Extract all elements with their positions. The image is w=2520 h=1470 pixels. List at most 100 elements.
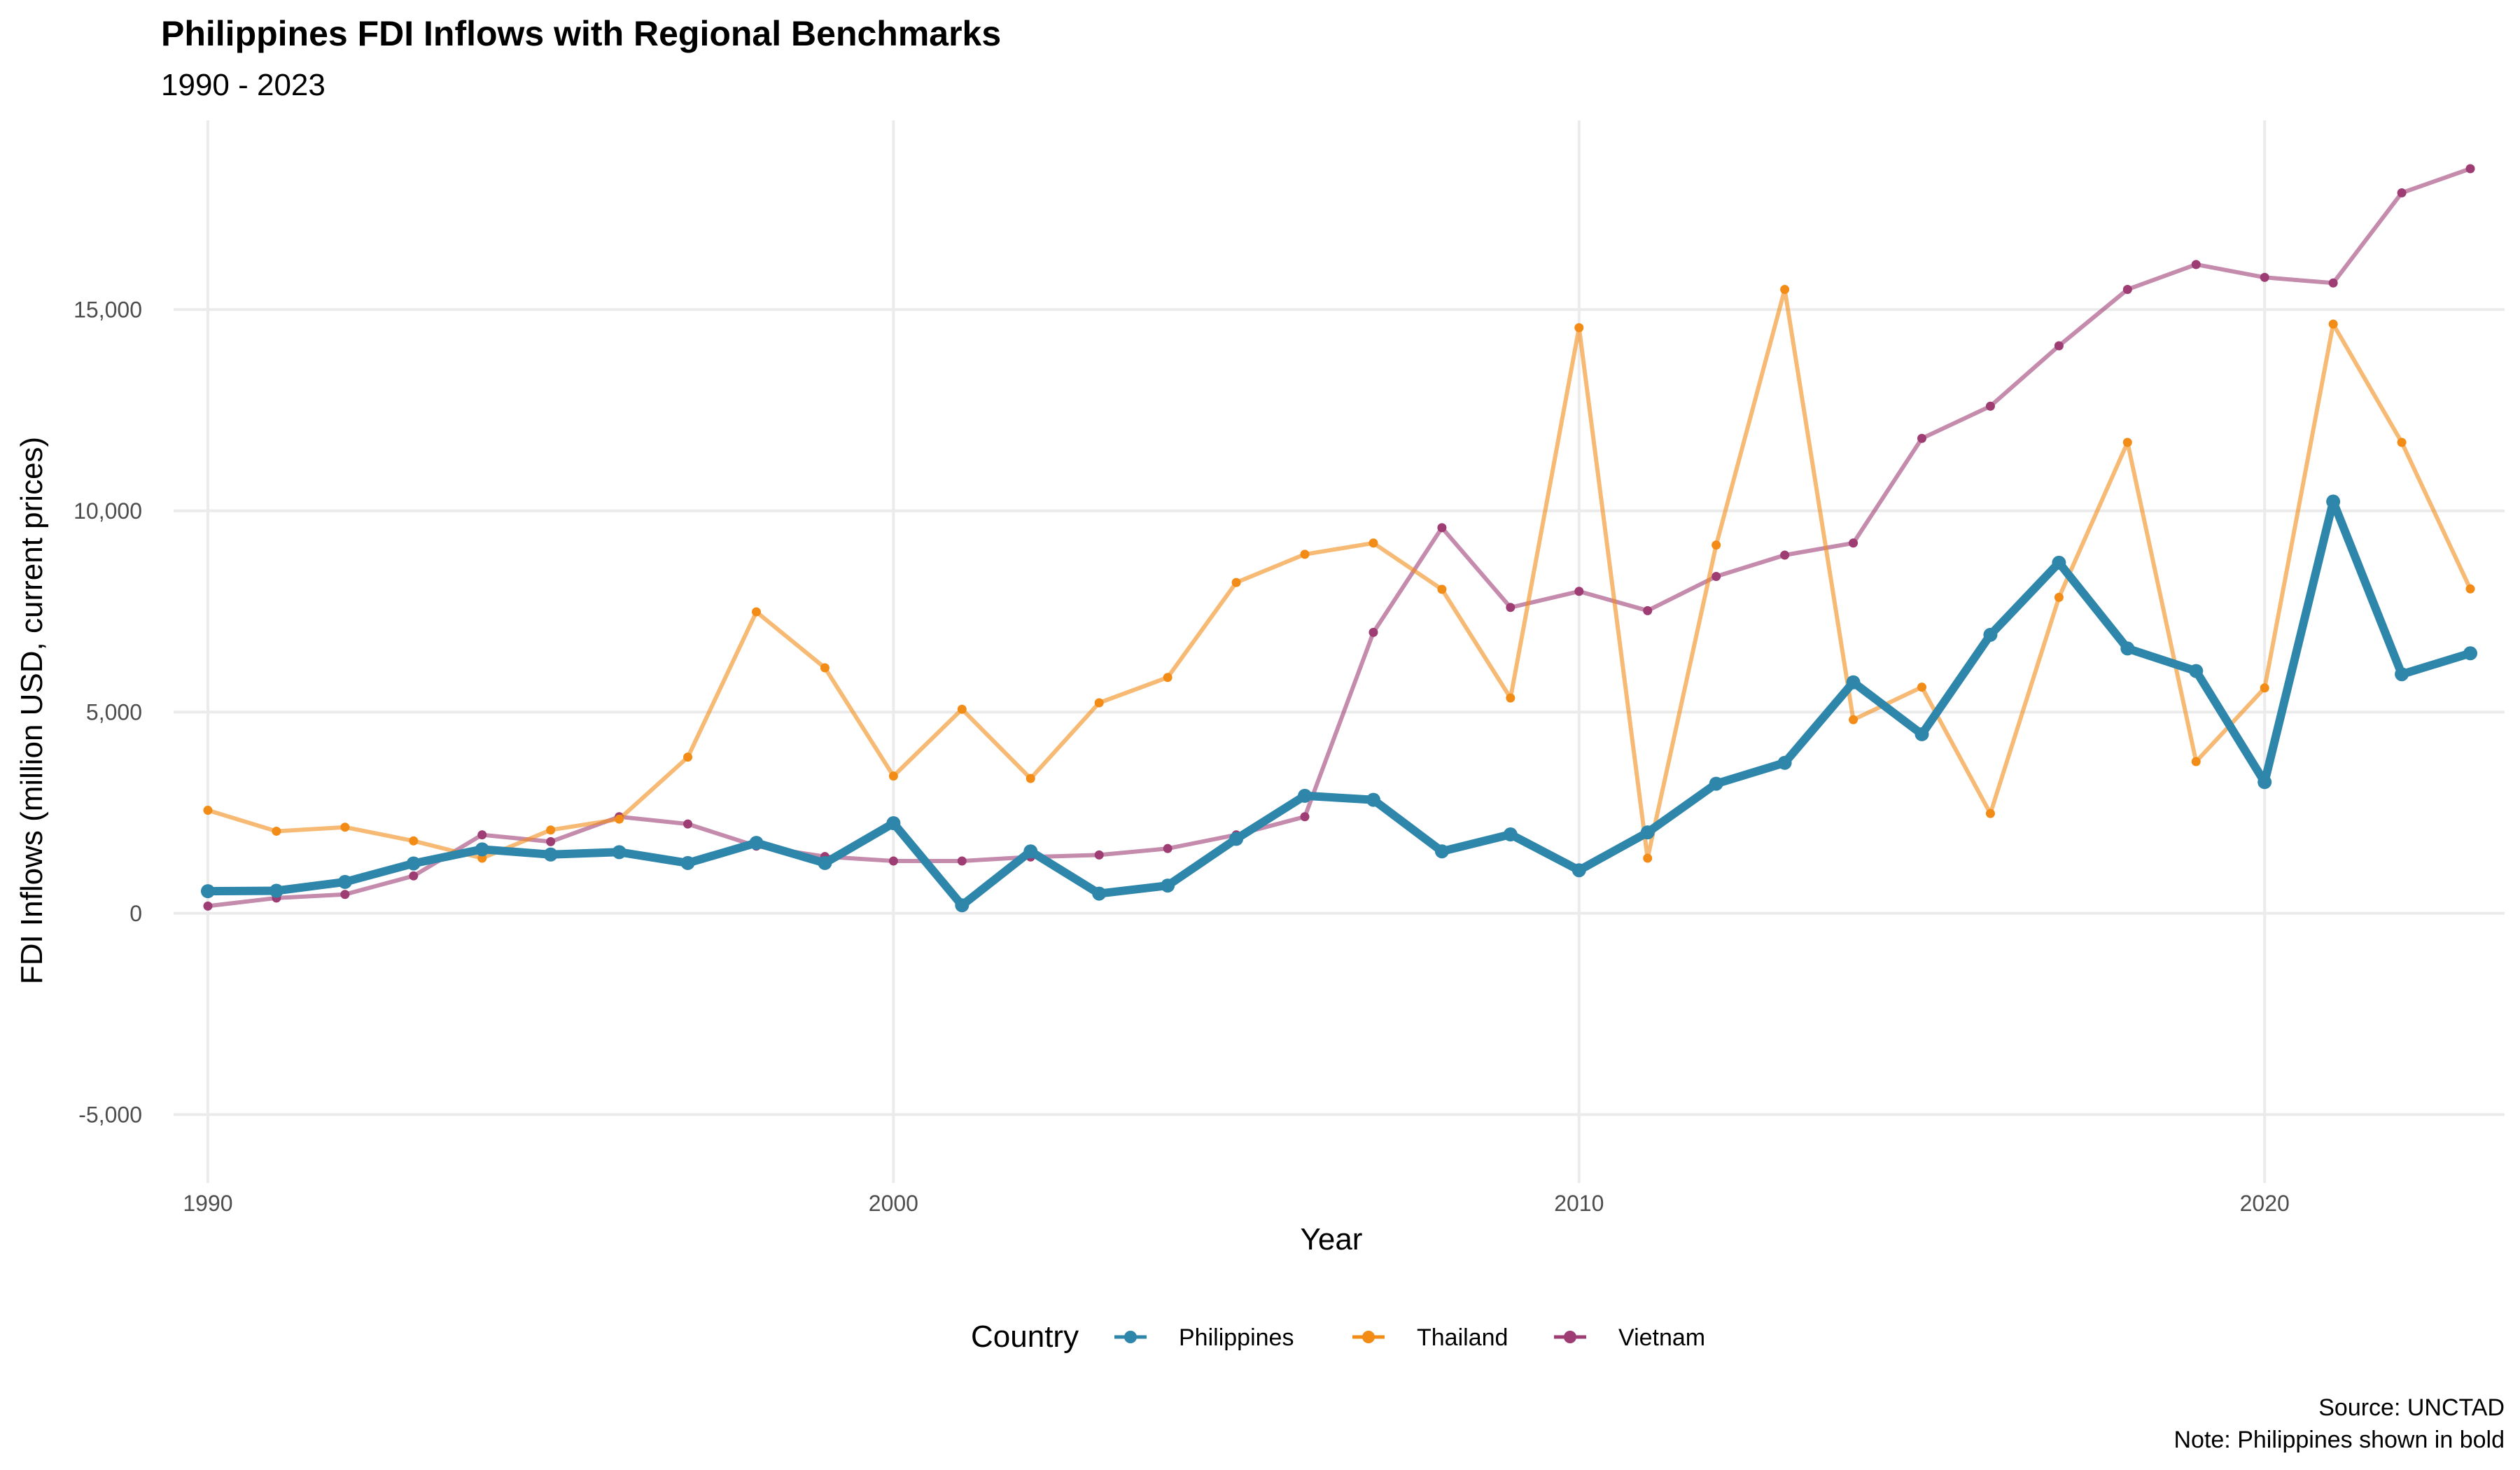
data-point-thailand [340, 822, 350, 832]
data-point-philippines [269, 883, 284, 898]
data-point-thailand [1300, 550, 1310, 559]
chart-subtitle: 1990 - 2023 [161, 68, 326, 102]
data-point-vietnam [1368, 627, 1378, 637]
data-point-vietnam [957, 856, 967, 866]
data-point-philippines [337, 874, 352, 889]
data-point-thailand [1026, 774, 1035, 783]
data-point-thailand [1574, 323, 1584, 332]
series-philippines [200, 494, 2478, 913]
data-point-philippines [2258, 775, 2272, 790]
legend-key-point [1362, 1331, 1375, 1343]
data-point-philippines [2395, 667, 2409, 682]
data-point-philippines [1777, 755, 1792, 770]
data-point-vietnam [1917, 433, 1926, 443]
data-point-philippines [2326, 494, 2341, 509]
data-point-thailand [1712, 540, 1721, 550]
data-point-vietnam [888, 856, 898, 866]
data-point-philippines [1914, 727, 1929, 741]
data-point-thailand [1231, 578, 1241, 587]
data-point-vietnam [1780, 550, 1790, 560]
data-point-thailand [1368, 538, 1378, 548]
data-point-thailand [546, 825, 556, 835]
y-axis-title: FDI Inflows (million USD, current prices… [15, 437, 49, 984]
data-point-vietnam [1163, 844, 1172, 853]
data-point-thailand [1849, 715, 1858, 724]
caption-note: Note: Philippines shown in bold [2174, 1427, 2505, 1453]
data-point-vietnam [1300, 812, 1310, 822]
chart-title: Philippines FDI Inflows with Regional Be… [161, 14, 1001, 53]
data-point-vietnam [203, 901, 213, 911]
x-axis-title: Year [1301, 1222, 1363, 1256]
series-thailand [203, 285, 2475, 863]
data-point-vietnam [1985, 401, 1995, 411]
data-point-thailand [1917, 682, 1926, 692]
data-point-philippines [2120, 641, 2135, 656]
data-point-thailand [2191, 757, 2201, 766]
data-point-thailand [820, 663, 830, 673]
y-tick-label: 5,000 [86, 699, 142, 724]
data-point-thailand [409, 836, 419, 846]
data-point-vietnam [2328, 278, 2338, 288]
data-point-thailand [2122, 438, 2132, 447]
caption-source: Source: UNCTAD [2318, 1394, 2505, 1421]
data-point-philippines [1572, 863, 1586, 878]
legend-key-point [1124, 1331, 1137, 1343]
data-point-philippines [818, 855, 832, 870]
data-point-thailand [1506, 693, 1516, 703]
data-point-thailand [1094, 698, 1104, 708]
x-tick-label: 2000 [869, 1191, 918, 1216]
data-point-philippines [1983, 627, 1998, 642]
legend-item-philippines: Philippines [1114, 1324, 1294, 1351]
data-point-philippines [200, 884, 215, 899]
data-point-philippines [1229, 832, 1244, 846]
legend-key-point [1564, 1331, 1576, 1343]
legend-label: Vietnam [1618, 1324, 1705, 1351]
data-point-thailand [203, 806, 213, 816]
x-tick-label: 2020 [2240, 1191, 2290, 1216]
data-point-philippines [543, 847, 558, 862]
series-line-philippines [204, 497, 2474, 910]
data-point-vietnam [2260, 272, 2269, 282]
data-point-vietnam [1437, 523, 1447, 533]
data-point-thailand [1780, 285, 1790, 294]
data-point-philippines [680, 855, 695, 870]
data-point-vietnam [1506, 603, 1516, 612]
legend-item-vietnam: Vietnam [1554, 1324, 1705, 1351]
x-tick-label: 2010 [1554, 1191, 1604, 1216]
data-point-philippines [749, 836, 764, 850]
y-axis-ticks: -5,000 0 5,000 10,000 15,000 [74, 297, 142, 1127]
data-point-vietnam [2054, 341, 2064, 351]
data-point-vietnam [1643, 606, 1653, 615]
data-point-vietnam [2122, 285, 2132, 294]
grid-lines [174, 120, 2505, 1183]
data-point-philippines [406, 856, 421, 871]
data-point-thailand [1437, 584, 1447, 594]
legend-label: Philippines [1179, 1324, 1294, 1351]
data-point-thailand [683, 752, 693, 762]
y-tick-label: 10,000 [74, 498, 142, 524]
data-point-thailand [1643, 853, 1653, 863]
data-point-philippines [1709, 776, 1723, 791]
y-tick-label: -5,000 [78, 1102, 142, 1127]
data-point-vietnam [1712, 571, 1721, 581]
data-point-philippines [1092, 886, 1107, 901]
data-point-philippines [1640, 825, 1655, 840]
data-point-philippines [612, 845, 626, 860]
data-point-vietnam [1574, 587, 1584, 596]
data-point-philippines [475, 842, 489, 857]
legend-title: Country [971, 1320, 1079, 1354]
data-point-vietnam [409, 871, 419, 881]
data-point-philippines [1298, 788, 1312, 803]
data-point-philippines [955, 898, 969, 913]
data-point-thailand [2397, 438, 2407, 447]
data-point-philippines [2052, 555, 2066, 570]
data-point-vietnam [1094, 850, 1104, 860]
data-point-vietnam [477, 830, 487, 840]
data-point-vietnam [340, 890, 350, 899]
data-point-thailand [1985, 808, 1995, 818]
data-point-philippines [1846, 675, 1861, 690]
series-line-vietnam [206, 167, 2472, 909]
y-tick-label: 15,000 [74, 297, 142, 322]
